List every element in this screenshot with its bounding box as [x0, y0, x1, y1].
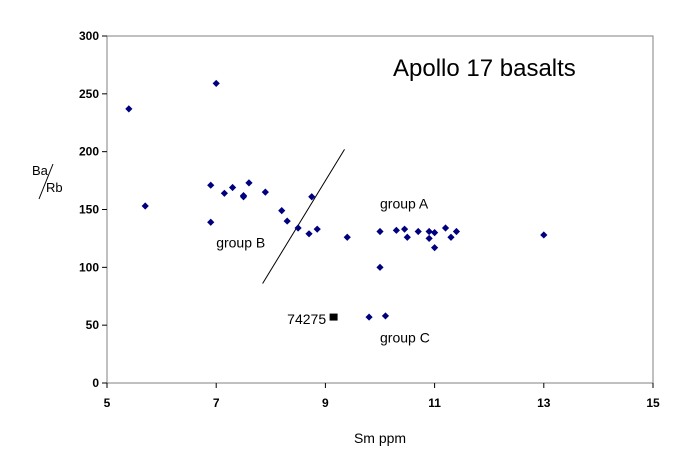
y-axis-label-top: Ba — [32, 163, 49, 178]
x-axis-label: Sm ppm — [354, 430, 406, 446]
data-point — [343, 233, 351, 241]
data-point — [425, 234, 433, 243]
data-point — [207, 181, 215, 189]
x-tick-label: 15 — [646, 396, 660, 410]
chart-title: Apollo 17 basalts — [393, 55, 576, 82]
data-point-highlighted — [329, 313, 338, 321]
annotation-label: group C — [380, 330, 430, 346]
data-point — [431, 229, 439, 237]
x-tick-label: 7 — [213, 396, 220, 410]
x-tick-label: 5 — [104, 396, 111, 410]
data-point — [294, 224, 302, 232]
data-point — [392, 226, 400, 234]
data-point — [441, 224, 450, 232]
data-point — [207, 218, 215, 226]
annotation-label: group B — [216, 235, 265, 251]
data-point — [228, 183, 237, 192]
y-tick-label: 0 — [92, 376, 99, 390]
data-point — [376, 263, 384, 271]
data-point — [141, 202, 149, 210]
x-tick-label: 9 — [322, 396, 329, 410]
divider-lines — [262, 149, 345, 284]
data-point — [220, 189, 228, 197]
y-tick-label: 150 — [79, 203, 99, 217]
data-point — [425, 227, 433, 236]
data-point — [400, 225, 409, 233]
data-point — [308, 193, 316, 201]
data-point — [452, 227, 461, 236]
annotation-label: group A — [380, 195, 429, 211]
data-point — [239, 193, 248, 201]
data-points — [125, 79, 548, 321]
x-tick-label: 13 — [537, 396, 551, 410]
annotations: group A group B group C 74275 — [216, 195, 430, 345]
x-tick-label: 11 — [428, 396, 441, 410]
data-point — [540, 231, 548, 239]
data-point — [381, 312, 390, 320]
data-point — [212, 79, 220, 88]
y-tick-label: 100 — [79, 260, 99, 274]
data-point — [278, 207, 286, 215]
y-tick-label: 250 — [79, 87, 99, 101]
y-tick-label: 50 — [86, 318, 100, 332]
data-point — [125, 105, 133, 113]
data-point — [414, 227, 422, 236]
y-axis-label-slash — [38, 163, 54, 200]
data-point — [365, 313, 373, 321]
data-point — [376, 227, 384, 236]
data-point — [283, 217, 291, 225]
data-point — [261, 188, 269, 196]
y-axis-label-bottom: Rb — [46, 180, 63, 195]
data-point — [403, 233, 411, 241]
data-point — [447, 233, 455, 241]
data-point — [305, 230, 313, 238]
group-divider-line — [262, 149, 345, 284]
data-point — [245, 179, 253, 187]
annotation-label: 74275 — [287, 311, 326, 327]
y-tick-label: 300 — [79, 29, 99, 43]
data-point — [313, 225, 321, 233]
data-point — [431, 244, 439, 252]
y-tick-label: 200 — [79, 145, 99, 159]
